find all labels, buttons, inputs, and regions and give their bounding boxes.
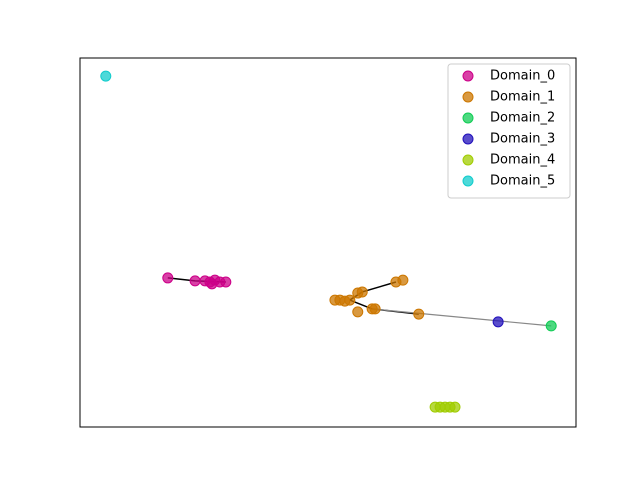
point xyxy=(413,308,425,320)
legend-marker xyxy=(462,70,474,82)
point xyxy=(329,294,341,306)
legend-label: Domain_2 xyxy=(490,111,555,126)
point xyxy=(352,306,364,318)
point xyxy=(356,286,368,298)
legend-label: Domain_3 xyxy=(490,132,555,147)
legend-marker xyxy=(462,175,474,187)
point xyxy=(397,274,409,286)
legend-marker xyxy=(462,133,474,145)
point xyxy=(369,303,381,315)
legend-box xyxy=(447,63,571,199)
point xyxy=(100,70,112,82)
connector-line xyxy=(372,308,552,327)
legend-label: Domain_1 xyxy=(490,90,555,105)
point xyxy=(162,272,174,284)
legend-label: Domain_5 xyxy=(490,174,555,189)
legend-marker xyxy=(462,112,474,124)
legend-label: Domain_0 xyxy=(490,69,555,84)
legend-label: Domain_4 xyxy=(490,153,555,168)
plot-frame xyxy=(79,57,577,428)
point xyxy=(206,278,218,290)
point xyxy=(220,276,232,288)
point xyxy=(492,316,504,328)
point xyxy=(189,275,201,287)
point xyxy=(449,401,461,413)
point xyxy=(344,294,356,306)
legend-marker xyxy=(462,91,474,103)
legend-marker xyxy=(462,154,474,166)
point xyxy=(545,320,557,332)
